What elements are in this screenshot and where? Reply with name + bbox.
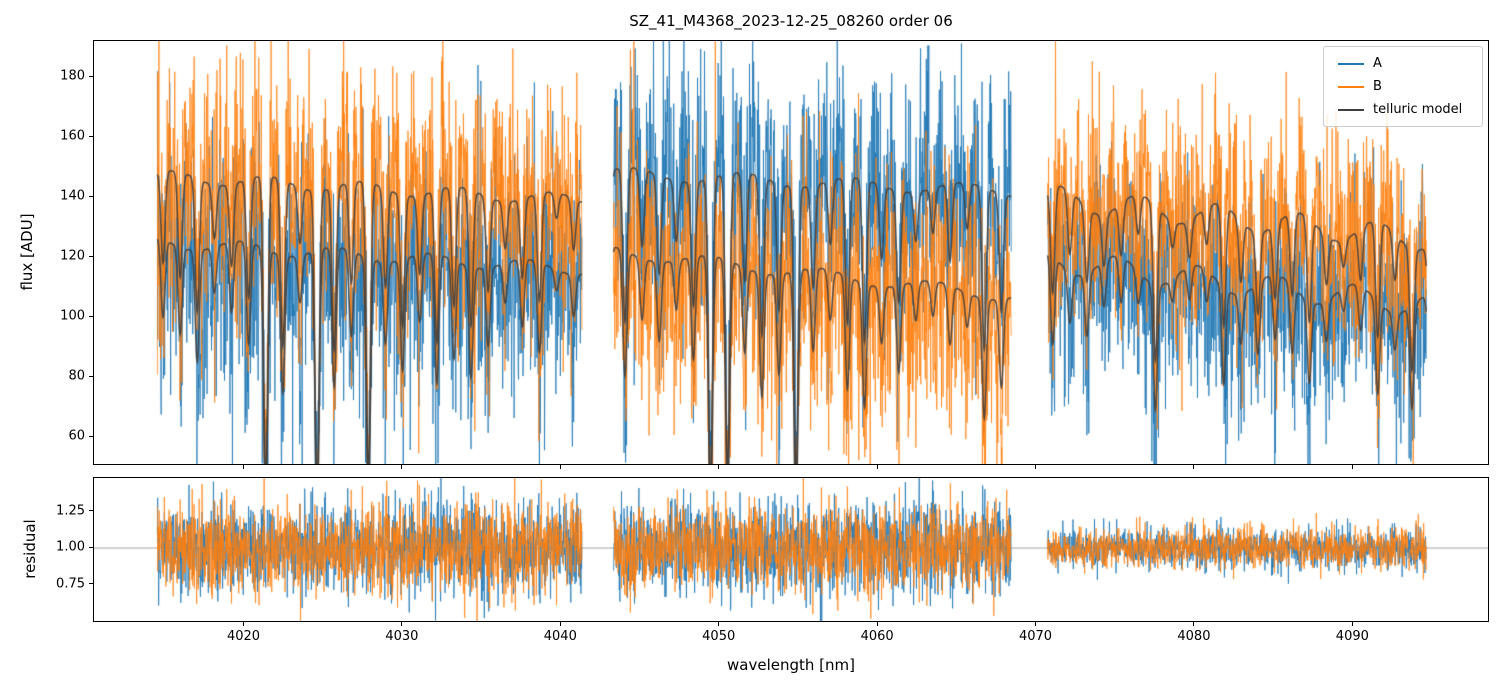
legend-line-swatch [1338,108,1364,111]
flux-y-tick-label: 60 [68,428,85,444]
residual-y-tick-mark [89,583,93,585]
residual-y-tick-label: 1.00 [56,539,85,555]
flux-y-tick-mark [89,315,93,317]
legend-line-swatch [1338,62,1364,65]
x-tick-mark [718,465,720,469]
flux-y-tick-label: 160 [60,128,85,144]
chart-title: SZ_41_M4368_2023-12-25_08260 order 06 [629,12,953,30]
x-tick-label: 4020 [226,629,261,644]
flux-y-tick-mark [89,195,93,197]
x-tick-label: 4090 [1335,629,1369,644]
x-tick-mark [876,465,878,469]
flux-y-tick-label: 120 [60,248,85,264]
flux-y-tick-mark [89,435,93,437]
legend-item-a: A [1338,56,1468,71]
flux-y-tick-label: 80 [68,368,85,384]
residual-plot-area [93,477,1489,622]
residual-y-tick-label: 1.25 [56,503,85,519]
flux-y-tick-label: 140 [60,188,85,204]
x-tick-label: 4060 [860,629,894,644]
x-tick-mark [1035,465,1037,469]
legend-label: A [1373,56,1382,71]
legend-line-swatch [1338,85,1364,88]
x-tick-mark [718,622,720,626]
x-tick-mark [401,622,403,626]
residual-series-canvas [94,478,1488,621]
legend-label: telluric model [1373,102,1463,117]
x-tick-label: 4050 [702,629,736,644]
x-tick-label: 4070 [1018,629,1053,644]
x-tick-mark [1351,465,1353,469]
residual-y-tick-mark [89,546,93,548]
residual-y-tick-label: 0.75 [56,576,85,592]
x-tick-mark [1351,622,1353,626]
x-tick-mark [559,465,561,469]
x-tick-mark [1193,622,1195,626]
x-tick-mark [876,622,878,626]
flux-y-tick-label: 100 [60,308,85,324]
x-tick-label: 4080 [1177,629,1211,644]
flux-plot-area [93,40,1489,465]
flux-y-tick-mark [89,135,93,137]
x-tick-label: 4030 [385,629,419,644]
flux-y-tick-mark [89,75,93,77]
x-tick-mark [1193,465,1195,469]
x-tick-mark [401,465,403,469]
flux-axis-label: flux [ADU] [18,213,36,291]
flux-y-tick-mark [89,375,93,377]
x-tick-mark [242,465,244,469]
flux-y-tick-label: 180 [60,68,85,84]
x-tick-mark [242,622,244,626]
legend-item-telluric-model: telluric model [1338,102,1468,117]
legend-item-b: B [1338,79,1468,94]
residual-y-tick-mark [89,510,93,512]
x-axis-label: wavelength [nm] [727,656,855,674]
legend-label: B [1373,79,1382,94]
x-tick-label: 4040 [543,629,577,644]
flux-series-canvas [94,41,1488,464]
x-tick-mark [1035,622,1037,626]
x-tick-mark [559,622,561,626]
flux-y-tick-mark [89,255,93,257]
